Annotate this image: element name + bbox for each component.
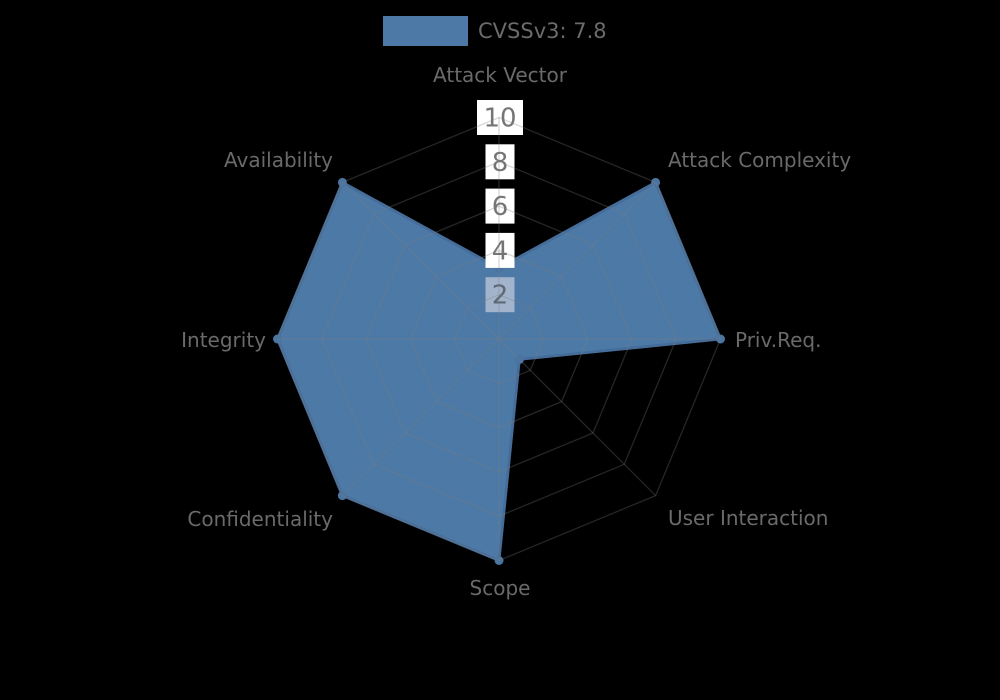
tick-label-box-6 (485, 188, 515, 224)
tick-label-2: 2 (492, 281, 509, 311)
axis-label-integrity: Integrity (181, 328, 266, 352)
tick-label-box-4 (485, 232, 515, 268)
legend-swatch (383, 16, 468, 46)
axis-spoke-confidentiality (341, 338, 500, 497)
radar-axis-label-layer: Attack Vector Attack Complexity Priv.Req. U… (181, 63, 851, 600)
axis-spoke-attack-complexity (498, 181, 657, 340)
axis-label-availability: Availability (224, 148, 333, 172)
legend-label: CVSSv3: 7.8 (478, 19, 607, 43)
grid-ring-8 (321, 161, 677, 517)
radar-tick-layer: 2 4 6 8 10 (477, 100, 523, 313)
axis-label-attack-complexity: Attack Complexity (668, 148, 851, 172)
radar-series-layer (273, 177, 725, 565)
tick-label-4: 4 (492, 236, 509, 266)
tick-label-8: 8 (492, 148, 509, 178)
vertex-dot-priv-req (716, 334, 725, 344)
vertex-dot-availability (337, 177, 347, 187)
axis-label-scope: Scope (470, 576, 531, 600)
vertex-dot-user-interaction (514, 354, 524, 364)
axis-spoke-user-interaction (498, 338, 657, 497)
axis-label-user-interaction: User Interaction (668, 506, 828, 530)
vertex-dot-attack-complexity (651, 177, 661, 187)
axis-label-priv-req: Priv.Req. (735, 328, 821, 352)
vertex-dot-integrity (273, 334, 282, 344)
axis-spoke-availability (341, 181, 500, 340)
tick-label-box-8 (485, 144, 515, 180)
tick-label-6: 6 (492, 192, 509, 222)
tick-label-10: 10 (483, 104, 516, 134)
grid-ring-2 (453, 293, 545, 385)
grid-ring-6 (365, 205, 633, 473)
legend: CVSSv3: 7.8 (383, 16, 607, 46)
grid-ring-4 (409, 249, 589, 429)
vertex-dot-scope (494, 556, 504, 565)
grid-ring-10 (276, 116, 722, 562)
axis-label-attack-vector: Attack Vector (433, 63, 568, 87)
axis-label-confidentiality: Confidentiality (187, 507, 333, 531)
tick-label-box-10 (477, 100, 523, 135)
vertex-dot-confidentiality (337, 491, 347, 501)
tick-label-box-2 (485, 277, 515, 313)
radar-grid-layer (276, 116, 722, 562)
